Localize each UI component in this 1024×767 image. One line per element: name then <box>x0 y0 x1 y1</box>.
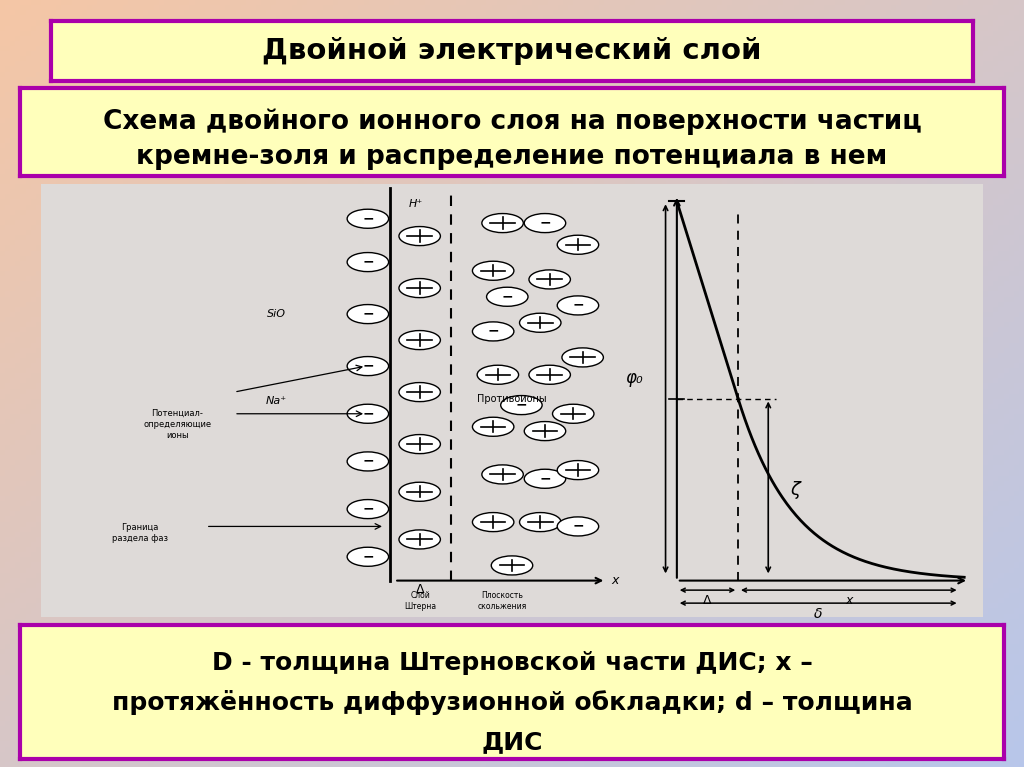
Text: −: − <box>540 471 551 485</box>
Text: −: − <box>362 211 374 225</box>
Text: −: − <box>502 289 513 303</box>
Text: x: x <box>611 574 618 587</box>
Text: Противоионы: Противоионы <box>477 393 547 403</box>
Circle shape <box>347 499 388 518</box>
Circle shape <box>501 396 542 415</box>
Text: δ: δ <box>814 607 822 621</box>
Text: SiO: SiO <box>267 309 286 319</box>
Circle shape <box>557 517 599 536</box>
Text: Двойной электрический слой: Двойной электрический слой <box>262 37 762 64</box>
Circle shape <box>347 404 388 423</box>
Circle shape <box>524 469 565 489</box>
Circle shape <box>557 235 599 255</box>
Text: −: − <box>487 324 499 337</box>
Text: −: − <box>572 298 584 311</box>
Circle shape <box>529 270 570 289</box>
Circle shape <box>472 512 514 532</box>
Circle shape <box>472 262 514 280</box>
Text: x: x <box>845 594 853 607</box>
Circle shape <box>524 422 565 440</box>
Text: кремне-золя и распределение потенциала в нем: кремне-золя и распределение потенциала в… <box>136 144 888 170</box>
Text: ζ: ζ <box>790 481 800 499</box>
Circle shape <box>399 331 440 350</box>
Circle shape <box>472 417 514 436</box>
Circle shape <box>492 556 532 575</box>
Text: Na⁺: Na⁺ <box>266 396 287 406</box>
Text: −: − <box>362 306 374 320</box>
Text: −: − <box>362 358 374 372</box>
Circle shape <box>347 209 388 229</box>
Text: Граница
раздела фаз: Граница раздела фаз <box>112 523 168 543</box>
Text: Δ: Δ <box>416 583 424 596</box>
Circle shape <box>557 296 599 315</box>
Circle shape <box>399 278 440 298</box>
Text: φ₀: φ₀ <box>626 369 643 387</box>
Circle shape <box>477 365 518 384</box>
Circle shape <box>472 322 514 341</box>
Circle shape <box>347 252 388 272</box>
Text: −: − <box>362 453 374 468</box>
Circle shape <box>399 530 440 549</box>
Text: Потенциал-
определяющие
ионы: Потенциал- определяющие ионы <box>143 409 212 440</box>
Circle shape <box>553 404 594 423</box>
Text: Δ: Δ <box>703 594 712 607</box>
Text: −: − <box>516 397 527 411</box>
Text: −: − <box>362 549 374 563</box>
Text: −: − <box>362 406 374 420</box>
Text: Схема двойного ионного слоя на поверхности частиц: Схема двойного ионного слоя на поверхнос… <box>102 108 922 135</box>
Text: ДИС: ДИС <box>481 730 543 754</box>
Text: −: − <box>572 518 584 532</box>
Circle shape <box>482 465 523 484</box>
Circle shape <box>399 482 440 502</box>
Circle shape <box>399 383 440 402</box>
Circle shape <box>347 357 388 376</box>
Circle shape <box>562 348 603 367</box>
Text: Плоскость
скольжения: Плоскость скольжения <box>478 591 527 611</box>
Circle shape <box>347 547 388 566</box>
Circle shape <box>519 512 561 532</box>
Circle shape <box>399 435 440 453</box>
Text: Слой
Штерна: Слой Штерна <box>404 591 436 611</box>
Text: −: − <box>362 501 374 515</box>
Circle shape <box>529 365 570 384</box>
Circle shape <box>347 304 388 324</box>
Text: −: − <box>362 254 374 268</box>
Circle shape <box>524 213 565 232</box>
Text: протяжённость диффузионной обкладки; d – толщина: протяжённость диффузионной обкладки; d –… <box>112 690 912 716</box>
Circle shape <box>486 287 528 306</box>
Text: H⁺: H⁺ <box>409 199 423 209</box>
Text: −: − <box>540 216 551 229</box>
Circle shape <box>557 460 599 479</box>
Circle shape <box>399 226 440 245</box>
Circle shape <box>347 452 388 471</box>
Circle shape <box>519 313 561 332</box>
Text: D - толщина Штерновской части ДИС; x –: D - толщина Штерновской части ДИС; x – <box>212 650 812 675</box>
Circle shape <box>482 213 523 232</box>
